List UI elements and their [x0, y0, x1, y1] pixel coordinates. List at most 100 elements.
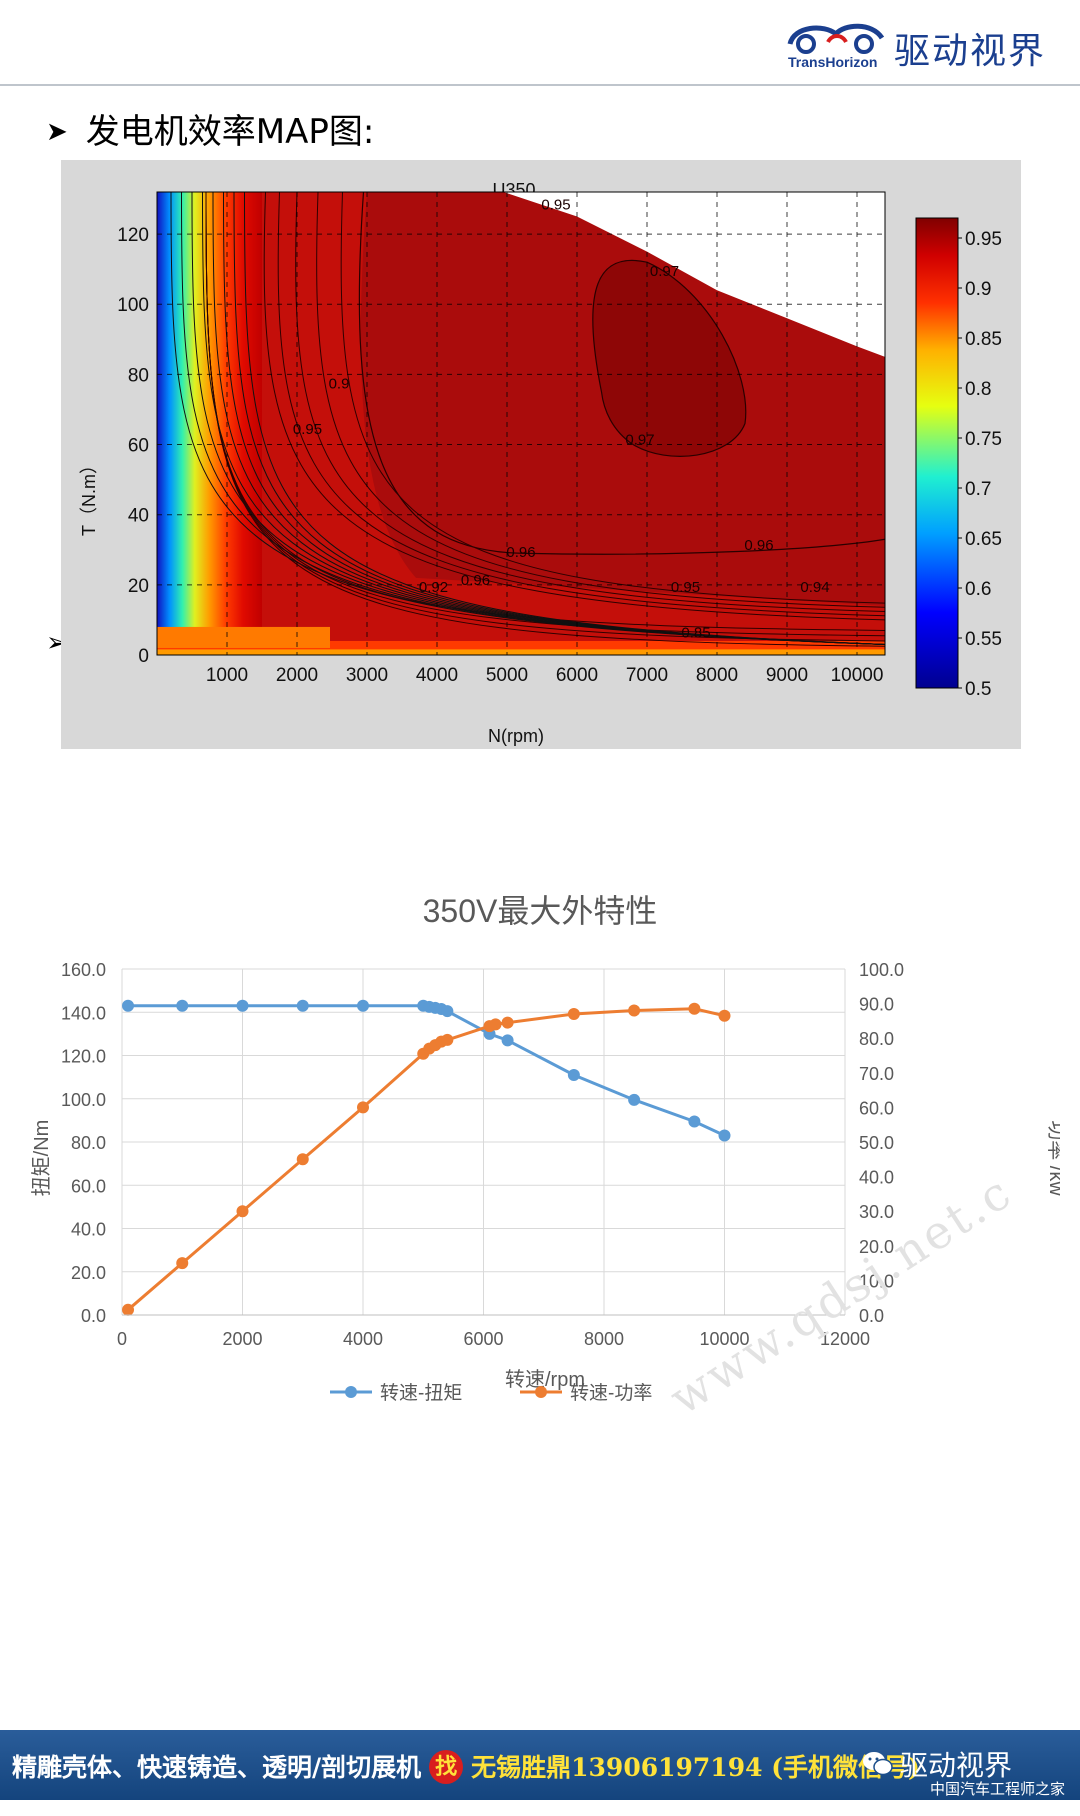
map-contour-label: 0.96	[744, 537, 773, 554]
ext-data-point	[718, 1129, 731, 1142]
map-plot-area: 0.95 0.96 0.97 0.96 0.96 0.97 0.95 0.95 0.9 0.85 0…	[157, 192, 885, 656]
logo-en-text: TransHorizon	[788, 54, 878, 70]
ext-legend-marker	[535, 1386, 547, 1398]
map-contour-line	[223, 192, 885, 645]
bullet-arrow-icon: ➤	[46, 117, 68, 147]
ext-legend: 转速-扭矩 转速-功率	[330, 1382, 652, 1404]
map-contour-line	[205, 192, 885, 631]
map-ytick-label: 100	[117, 295, 149, 316]
ext-data-point	[688, 1002, 701, 1015]
map-xtick-label: 4000	[416, 665, 458, 686]
map-low-torque-band-inner	[157, 649, 885, 655]
footer-text-part2: 无锡胜鼎13906197194 (手机微信号)	[471, 1753, 920, 1782]
ext-data-point	[236, 1205, 249, 1218]
map-grid	[157, 192, 885, 656]
map-contour-line	[340, 192, 885, 604]
map-zone-094	[262, 192, 885, 641]
map-contour-label: 0.85	[681, 624, 710, 641]
ext-xtick-label: 8000	[584, 1329, 624, 1349]
ext-legend-marker	[345, 1386, 357, 1398]
map-xtick-label: 2000	[276, 665, 318, 686]
ext-y2tick-label: 50.0	[859, 1133, 894, 1153]
efficiency-map-panel: U350 0.95 0.96 0.97 0.96 0.96 0.97 0.95 0.95 0.9…	[61, 160, 1021, 749]
map-contour-line	[202, 192, 885, 645]
ext-series-line	[128, 1004, 726, 1137]
map-colorbar-label: 0.75	[965, 429, 1002, 450]
map-xtick-label: 10000	[831, 665, 884, 686]
map-ylabel: T（N.m）	[79, 456, 99, 536]
ext-xtick-label: 0	[117, 1329, 127, 1349]
external-characteristic-chart: 350V最大外特性 0.0 20.0 40.0 60.0 80.0 100.0 120.0 1…	[30, 893, 1060, 1404]
ext-data-point	[688, 1115, 701, 1128]
map-contour-line	[181, 192, 885, 645]
ext-y2tick-label: 40.0	[859, 1168, 894, 1188]
ext-title: 350V最大外特性	[423, 893, 658, 929]
map-colorbar-label: 0.6	[965, 579, 991, 600]
ext-y2tick-label: 30.0	[859, 1202, 894, 1222]
ext-data-point	[176, 999, 189, 1012]
ext-data-point	[296, 1153, 309, 1166]
ext-y2label: 功率 /kw	[1045, 1120, 1060, 1196]
ext-data-point	[122, 1303, 135, 1316]
ext-data-point	[296, 999, 309, 1012]
ext-data-point	[501, 1016, 514, 1029]
map-contour-label: 0.9	[329, 375, 350, 392]
map-xtick-label: 7000	[626, 665, 668, 686]
map-colorbar-label: 0.8	[965, 379, 991, 400]
map-frame	[156, 191, 886, 656]
map-contour-label: 0.95	[541, 197, 570, 214]
map-contour-label: 0.97	[650, 263, 679, 280]
map-colorbar: 0.5 0.55 0.6 0.65 0.7 0.75 0.8 0.85 0.9 0.95	[915, 217, 1002, 700]
ext-legend-label: 转速-功率	[570, 1382, 652, 1404]
ext-ytick-label: 120.0	[61, 1047, 106, 1067]
ext-axes: 0.0 20.0 40.0 60.0 80.0 100.0 120.0 140.0 160.0 0…	[61, 960, 904, 1349]
ext-y2tick-label: 0.0	[859, 1306, 884, 1326]
header-divider	[0, 84, 1080, 86]
map-colorbar-label: 0.9	[965, 279, 991, 300]
map-xtick-label: 5000	[486, 665, 528, 686]
footer-badge: 找	[429, 1749, 464, 1784]
ext-series	[122, 999, 731, 1316]
ext-data-point	[176, 1257, 189, 1270]
map-contour-line	[277, 192, 885, 617]
ext-grid	[121, 968, 846, 1316]
map-ytick-label: 40	[128, 506, 149, 527]
section-bullet: ➤ 发电机效率MAP图:	[46, 104, 374, 153]
ext-data-point	[441, 1033, 454, 1046]
ext-data-point	[122, 999, 135, 1012]
ext-ytick-label: 20.0	[71, 1263, 106, 1283]
map-heat-layers: 0.95 0.96 0.97 0.96 0.96 0.97 0.95 0.95 0.9 0.85 0…	[157, 192, 885, 655]
map-contour-line	[212, 192, 885, 645]
map-colorbar-label: 0.5	[965, 679, 991, 700]
map-xtick-label: 6000	[556, 665, 598, 686]
map-xtick-label: 3000	[346, 665, 388, 686]
map-axes: 1000 2000 3000 4000 5000 6000 7000 8000 9000 1000…	[117, 191, 886, 686]
ext-y2tick-label: 90.0	[859, 995, 894, 1015]
ext-data-point	[357, 999, 369, 1012]
map-contour-096	[358, 192, 885, 555]
footer-banner: 精雕壳体、快速铸造、透明/剖切展机找无锡胜鼎13906197194 (手机微信号…	[0, 1730, 1080, 1816]
ext-ytick-label: 140.0	[61, 1003, 106, 1023]
map-contour-label: 0.95	[293, 421, 322, 438]
map-contour-line	[295, 192, 885, 613]
map-colorbar-label: 0.7	[965, 479, 991, 500]
ext-data-point	[567, 1007, 580, 1020]
footer-text-part1: 精雕壳体、快速铸造、透明/剖切展机	[12, 1753, 422, 1782]
map-ytick-label: 60	[128, 436, 149, 457]
ext-data-point	[718, 1009, 731, 1022]
logo: 驱动视界 TransHorizon	[784, 18, 1054, 72]
ext-y2tick-label: 20.0	[859, 1237, 894, 1257]
map-contour-line	[170, 192, 885, 645]
map-contour-label: 0.95	[671, 579, 700, 596]
efficiency-map-chart: U350 0.950.960.970.96 0.960.970.950.950.9…	[79, 180, 1002, 746]
map-contour-line	[316, 192, 885, 608]
map-ytick-label: 120	[117, 225, 149, 246]
ext-data-point	[357, 1101, 369, 1114]
ext-xtick-label: 2000	[222, 1329, 262, 1349]
map-contour-line	[244, 192, 885, 645]
ext-data-point	[567, 1068, 580, 1081]
ext-xtick-label: 10000	[699, 1329, 749, 1349]
map-colorbar-label: 0.85	[965, 329, 1002, 350]
logo-swirl-icon	[787, 23, 885, 54]
section-title: 发电机效率MAP图:	[85, 112, 375, 152]
